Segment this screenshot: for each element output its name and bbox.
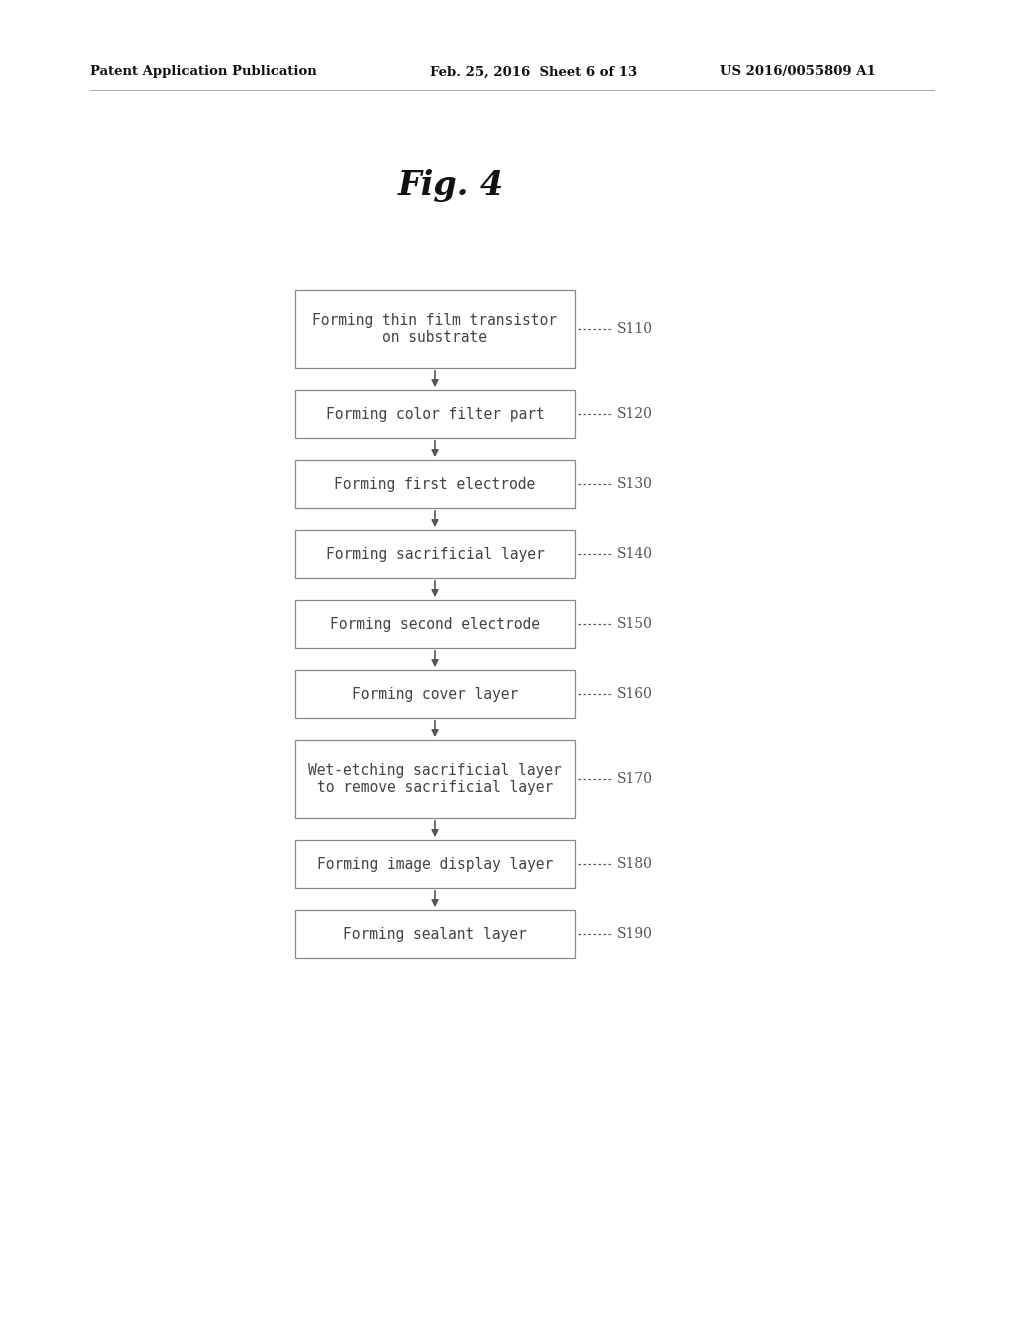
Text: S170: S170 — [617, 772, 653, 785]
Text: Forming color filter part: Forming color filter part — [326, 407, 545, 421]
Text: Forming sealant layer: Forming sealant layer — [343, 927, 527, 941]
Bar — [295, 290, 575, 368]
Bar — [295, 671, 575, 718]
Text: S160: S160 — [617, 686, 653, 701]
Bar — [295, 389, 575, 438]
Text: Forming second electrode: Forming second electrode — [330, 616, 540, 631]
Text: Wet-etching sacrificial layer
to remove sacrificial layer: Wet-etching sacrificial layer to remove … — [308, 763, 562, 795]
Text: Forming cover layer: Forming cover layer — [352, 686, 518, 701]
Text: S180: S180 — [617, 857, 653, 871]
Bar — [295, 601, 575, 648]
Text: S130: S130 — [617, 477, 653, 491]
Bar — [295, 459, 575, 508]
Bar — [295, 909, 575, 958]
Text: Forming sacrificial layer: Forming sacrificial layer — [326, 546, 545, 561]
Text: S120: S120 — [617, 407, 653, 421]
Text: Forming thin film transistor
on substrate: Forming thin film transistor on substrat… — [312, 313, 557, 346]
Text: S140: S140 — [617, 546, 653, 561]
Text: Forming image display layer: Forming image display layer — [316, 857, 553, 871]
Text: S190: S190 — [617, 927, 653, 941]
Text: S110: S110 — [617, 322, 653, 337]
Text: Fig. 4: Fig. 4 — [397, 169, 504, 202]
Bar — [295, 741, 575, 818]
Text: Forming first electrode: Forming first electrode — [335, 477, 536, 491]
Bar — [295, 840, 575, 888]
Bar — [295, 531, 575, 578]
Text: US 2016/0055809 A1: US 2016/0055809 A1 — [720, 66, 876, 78]
Text: Patent Application Publication: Patent Application Publication — [90, 66, 316, 78]
Text: Feb. 25, 2016  Sheet 6 of 13: Feb. 25, 2016 Sheet 6 of 13 — [430, 66, 637, 78]
Text: S150: S150 — [617, 616, 653, 631]
